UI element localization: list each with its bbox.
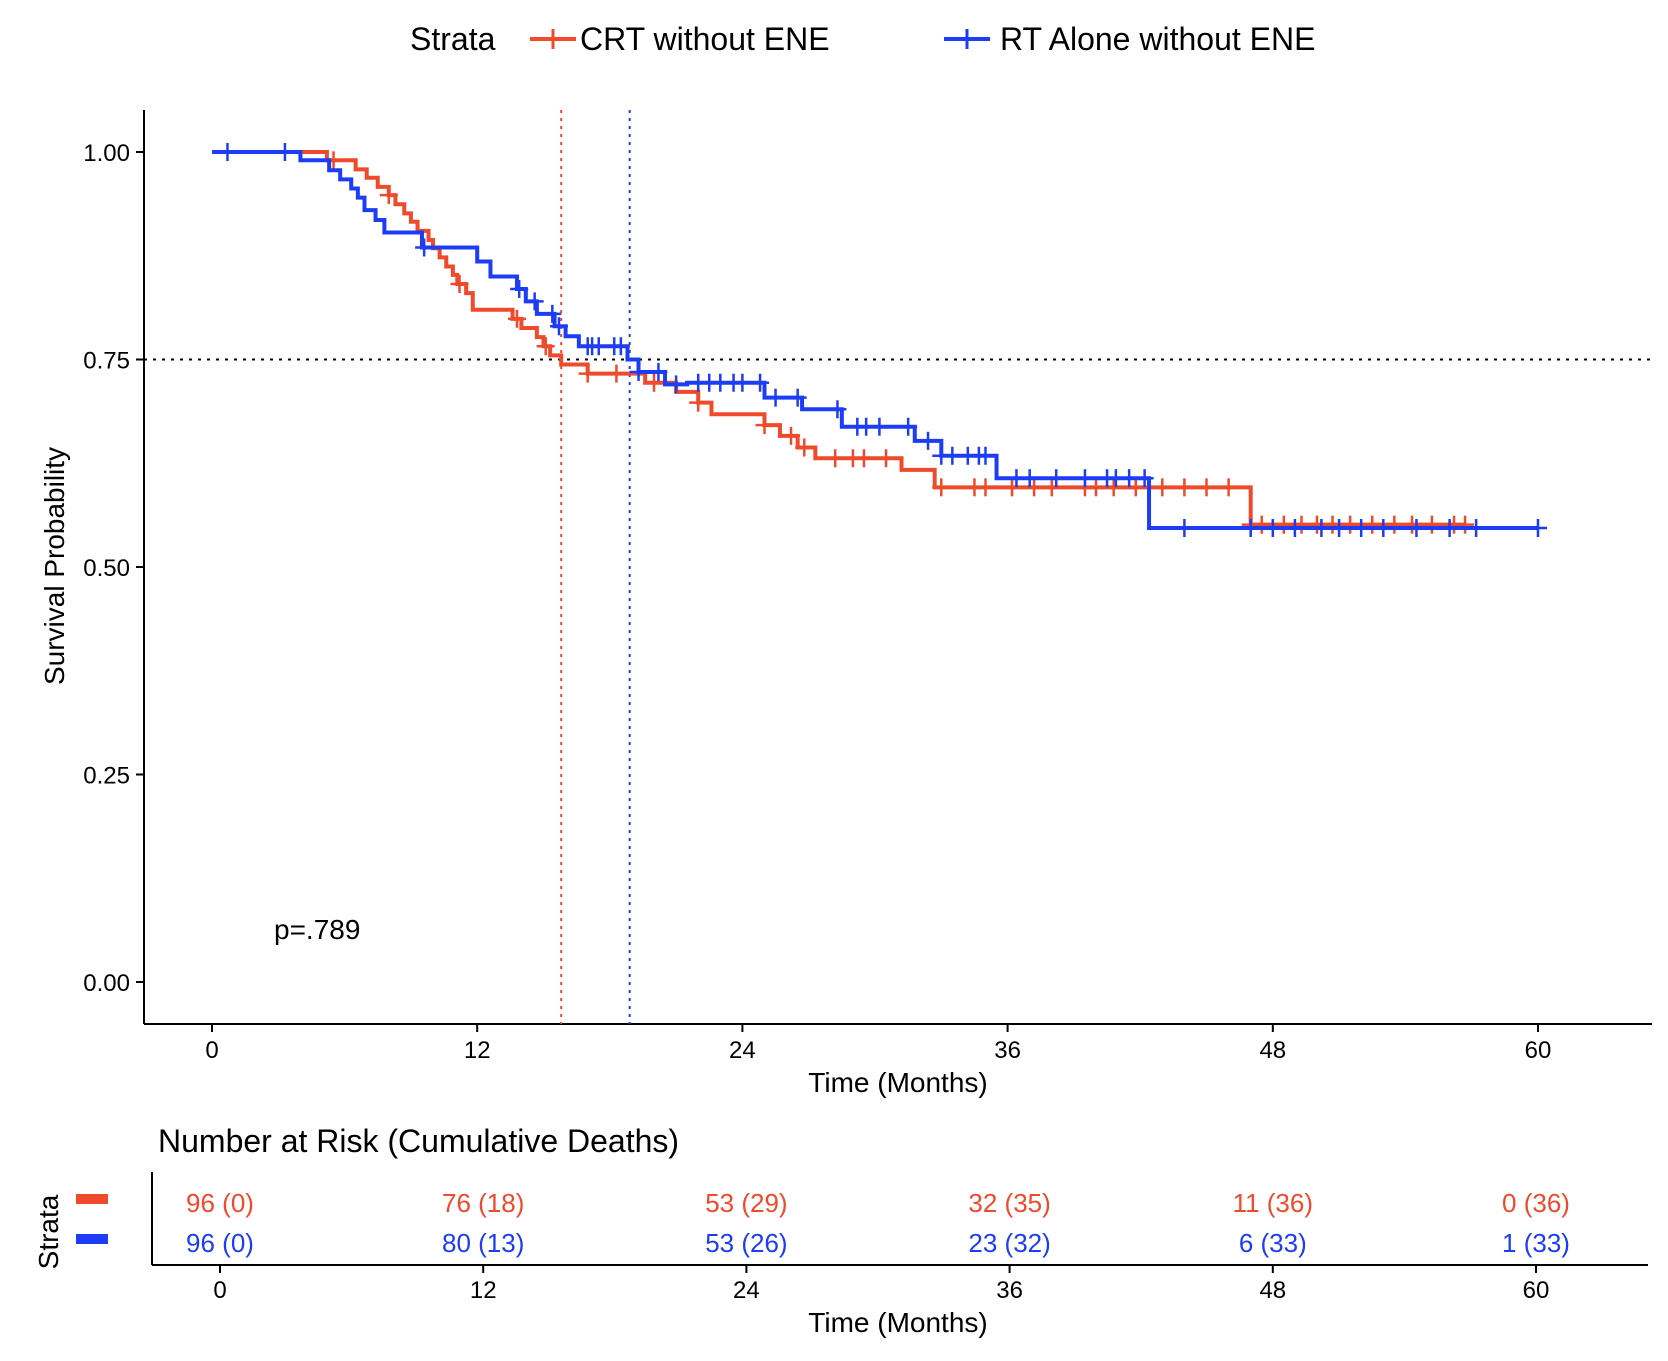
x-tick-label: 48: [1259, 1037, 1286, 1064]
risk-cell: 76 (18): [442, 1188, 524, 1218]
risk-cell: 53 (26): [705, 1228, 787, 1258]
x-tick-label: 12: [464, 1037, 491, 1064]
risk-x-tick-label: 36: [996, 1277, 1023, 1304]
risk-x-ticks: 0 12 24 36 48 60: [213, 1265, 1549, 1304]
risk-x-tick-label: 12: [470, 1277, 497, 1304]
legend-title: Strata: [410, 21, 496, 57]
risk-table-strata-label: Strata: [33, 1194, 64, 1269]
x-tick-label: 0: [205, 1037, 218, 1064]
p-value-annotation: p=.789: [274, 914, 360, 945]
y-tick-label: 0.00: [83, 970, 130, 997]
risk-x-tick-label: 48: [1259, 1277, 1286, 1304]
risk-cell: 1 (33): [1502, 1228, 1570, 1258]
risk-x-tick-label: 60: [1523, 1277, 1550, 1304]
legend: Strata CRT without ENE RT Alone without …: [410, 21, 1315, 57]
survival-curve-crt: [212, 150, 1466, 527]
x-axis-label: Time (Months): [808, 1067, 987, 1098]
risk-cell: 80 (13): [442, 1228, 524, 1258]
risk-x-tick-label: 24: [733, 1277, 760, 1304]
y-axis-label: Survival Probability: [39, 447, 70, 685]
risk-cell: 0 (36): [1502, 1188, 1570, 1218]
y-tick-label: 0.50: [83, 555, 130, 582]
risk-cell: 96 (0): [186, 1188, 254, 1218]
risk-cell: 96 (0): [186, 1228, 254, 1258]
survival-curve-rt: [212, 150, 1538, 530]
y-tick-label: 1.00: [83, 140, 130, 167]
legend-crt-label: CRT without ENE: [580, 21, 830, 57]
reference-lines: [144, 110, 1652, 1024]
risk-cell: 53 (29): [705, 1188, 787, 1218]
x-tick-label: 60: [1525, 1037, 1552, 1064]
risk-table-title: Number at Risk (Cumulative Deaths): [158, 1123, 679, 1159]
risk-cell: 11 (36): [1233, 1188, 1313, 1218]
survival-curves: [212, 143, 1547, 537]
y-tick-label: 0.75: [83, 348, 130, 375]
y-tick-label: 0.25: [83, 763, 130, 790]
x-tick-label: 24: [729, 1037, 756, 1064]
y-ticks: 0.00 0.25 0.50 0.75 1.00: [83, 140, 144, 997]
x-tick-label: 36: [994, 1037, 1021, 1064]
risk-x-axis-label: Time (Months): [808, 1307, 987, 1338]
plot-axes: [143, 110, 1652, 1025]
risk-table: Number at Risk (Cumulative Deaths) Strat…: [33, 1123, 1648, 1338]
risk-x-tick-label: 0: [213, 1277, 226, 1304]
risk-cell: 6 (33): [1239, 1228, 1307, 1258]
risk-cell: 32 (35): [968, 1188, 1050, 1218]
legend-rt-label: RT Alone without ENE: [1000, 21, 1315, 57]
risk-cell: 23 (32): [968, 1228, 1050, 1258]
risk-cells: 96 (0) 76 (18) 53 (29) 32 (35) 11 (36) 0 (36)…: [186, 1188, 1570, 1258]
x-ticks: 0 12 24 36 48 60: [205, 1024, 1551, 1064]
